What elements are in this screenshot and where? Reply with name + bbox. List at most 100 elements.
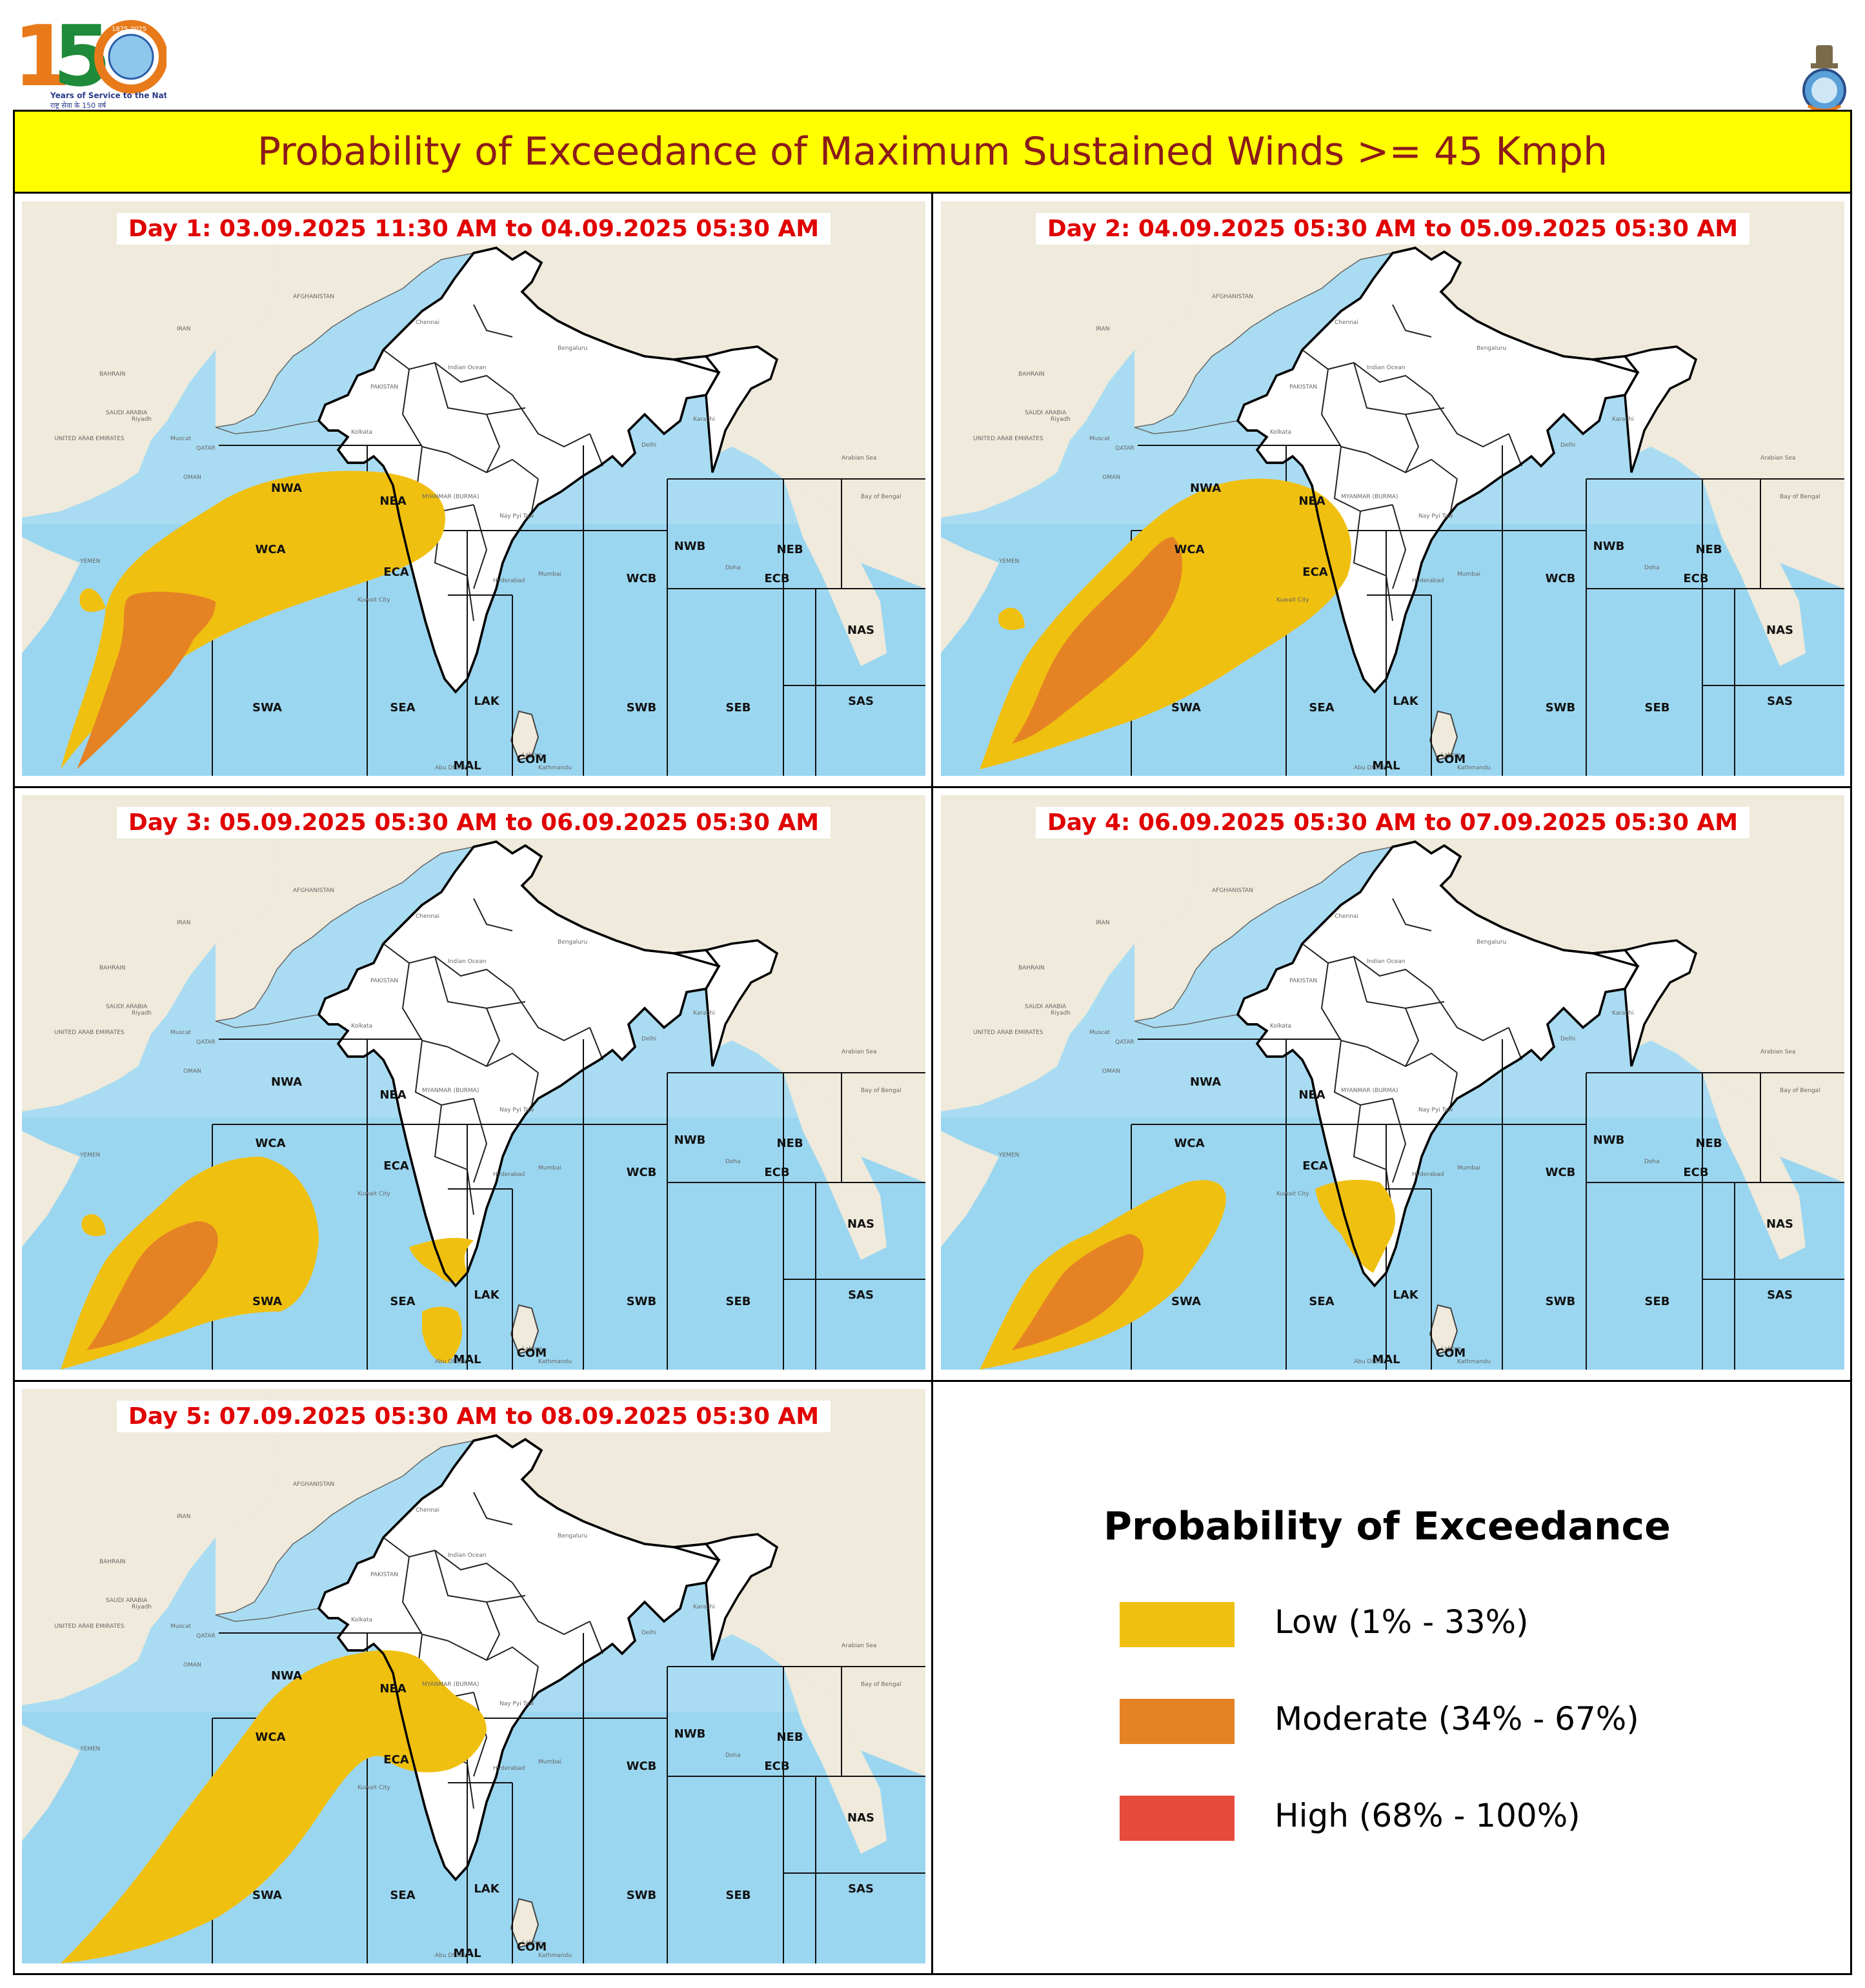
place-label: Bay of Bengal <box>861 1681 902 1688</box>
state-boundary <box>1302 943 1432 989</box>
place-label: QATAR <box>1115 1039 1134 1046</box>
region-label-nea: NEA <box>379 494 406 508</box>
place-label: Indian Ocean <box>1367 959 1405 965</box>
region-label-nwb: NWB <box>674 1133 706 1147</box>
state-boundary <box>1405 1008 1420 1067</box>
place-label: Kathmandu <box>538 765 572 771</box>
state-boundary <box>473 898 513 931</box>
place-label: BAHRAIN <box>99 965 126 971</box>
place-label: UNITED ARAB EMIRATES <box>54 436 125 442</box>
sri-lanka-land <box>510 710 539 761</box>
state-boundary <box>589 1027 603 1060</box>
asia-land <box>216 201 925 589</box>
state-boundary <box>1508 433 1522 467</box>
place-label: UNITED ARAB EMIRATES <box>973 1030 1043 1036</box>
state-boundary <box>447 452 539 480</box>
state-boundary <box>1353 511 1387 576</box>
region-label-ecb: ECB <box>764 1166 789 1179</box>
region-label-mal: MAL <box>453 1353 481 1366</box>
region-label-eca: ECA <box>1302 565 1328 579</box>
place-label: Riyadh <box>1051 1010 1071 1017</box>
place-label: Mumbai <box>538 1165 561 1172</box>
state-boundary <box>1333 446 1393 512</box>
region-label-eca: ECA <box>383 1753 409 1767</box>
region-label-swa: SWA <box>252 1295 282 1308</box>
place-label: Bay of Bengal <box>1780 1088 1820 1094</box>
place-label: Hyderabad <box>493 578 525 584</box>
map-svg: IRAN AFGHANISTAN PAKISTAN OMAN YEMEN SAUDI AR… <box>22 1389 925 1963</box>
place-label: Kathmandu <box>1457 765 1491 771</box>
region-label-mal: MAL <box>1372 759 1400 773</box>
place-label: Indian Ocean <box>1367 365 1405 371</box>
place-label: Hyderabad <box>1412 578 1444 584</box>
region-label-nea: NEA <box>379 1088 406 1102</box>
legend-swatch-low <box>1120 1602 1235 1647</box>
region-label-eca: ECA <box>383 1159 409 1173</box>
place-label: MYANMAR (BURMA) <box>1341 1088 1398 1094</box>
place-label: BAHRAIN <box>99 1559 126 1565</box>
place-label: OMAN <box>1102 1068 1120 1075</box>
region-label-ecb: ECB <box>764 572 789 585</box>
region-label-eca: ECA <box>1302 1159 1328 1173</box>
region-label-nea: NEA <box>379 1682 406 1696</box>
place-label: Muscat <box>170 1030 192 1036</box>
state-boundary <box>1392 504 1407 589</box>
place-label: PAKISTAN <box>370 978 398 984</box>
place-label: SAUDI ARABIA <box>1025 1004 1067 1010</box>
region-label-ecb: ECB <box>1683 572 1708 585</box>
map-svg: IRAN AFGHANISTAN PAKISTAN OMAN YEMEN SAUDI AR… <box>22 795 925 1370</box>
state-boundary <box>473 1098 488 1183</box>
place-label: Hyderabad <box>1412 1172 1444 1178</box>
place-label: Muscat <box>1089 1030 1111 1036</box>
myanmar-land <box>783 1667 887 1854</box>
region-label-neb: NEB <box>776 1137 803 1150</box>
place-label: QATAR <box>196 1633 216 1639</box>
region-label-nwb: NWB <box>1593 1133 1625 1147</box>
state-boundary <box>434 1104 468 1170</box>
legend-title: Probability of Exceedance <box>1104 1504 1671 1549</box>
moderate-probability-zone <box>1012 537 1182 744</box>
region-label-swb: SWB <box>1546 701 1576 715</box>
place-label: Karachi <box>1612 416 1634 423</box>
place-label: Kuwait City <box>358 1191 390 1197</box>
place-label: AFGHANISTAN <box>293 1481 334 1488</box>
sri-lanka-land <box>1429 710 1458 761</box>
place-label: Mumbai <box>1457 1165 1480 1172</box>
place-label: SAUDI ARABIA <box>106 1004 148 1010</box>
state-boundary <box>447 1640 539 1667</box>
map-panel-day-2: IRAN AFGHANISTAN PAKISTAN OMAN YEMEN SAUDI AR… <box>941 201 1844 776</box>
grid-divider <box>13 786 1852 788</box>
place-label: AFGHANISTAN <box>293 888 334 894</box>
place-label: SAUDI ARABIA <box>106 1598 148 1604</box>
state-boundary <box>1386 575 1393 622</box>
day-label: Day 3: 05.09.2025 05:30 AM to 06.09.2025… <box>116 807 831 838</box>
place-label: Delhi <box>641 1630 656 1636</box>
region-label-nwb: NWB <box>674 540 706 553</box>
northeast-india-outline <box>1592 345 1698 473</box>
india-coastline <box>317 1434 721 1882</box>
place-label: Lahore <box>1441 1346 1461 1352</box>
place-label: Abu Dhabi <box>435 1953 465 1959</box>
region-label-nea: NEA <box>1298 494 1325 508</box>
northeast-india-outline <box>673 1533 779 1661</box>
place-label: Indian Ocean <box>448 365 486 371</box>
place-label: OMAN <box>183 474 201 481</box>
place-label: MYANMAR (BURMA) <box>422 1088 479 1094</box>
state-boundary <box>1353 362 1445 416</box>
place-label: UNITED ARAB EMIRATES <box>54 1623 125 1630</box>
place-label: YEMEN <box>998 558 1019 565</box>
state-boundary <box>1353 1104 1387 1170</box>
place-label: QATAR <box>196 445 216 452</box>
state-boundary <box>1302 349 1432 396</box>
place-label: MYANMAR (BURMA) <box>1341 494 1398 500</box>
place-label: PAKISTAN <box>370 1572 398 1578</box>
place-label: Bengaluru <box>1477 939 1506 946</box>
place-label: Arabian Sea <box>842 1049 876 1055</box>
place-label: Lahore <box>522 1940 542 1946</box>
place-label: Nay Pyi Taw <box>499 1701 534 1707</box>
region-label-wca: WCA <box>256 543 286 556</box>
map-panel-day-4: IRAN AFGHANISTAN PAKISTAN OMAN YEMEN SAUDI AR… <box>941 795 1844 1370</box>
region-label-wcb: WCB <box>627 1166 657 1179</box>
place-label: Delhi <box>1560 442 1575 449</box>
state-boundary <box>512 988 590 1042</box>
